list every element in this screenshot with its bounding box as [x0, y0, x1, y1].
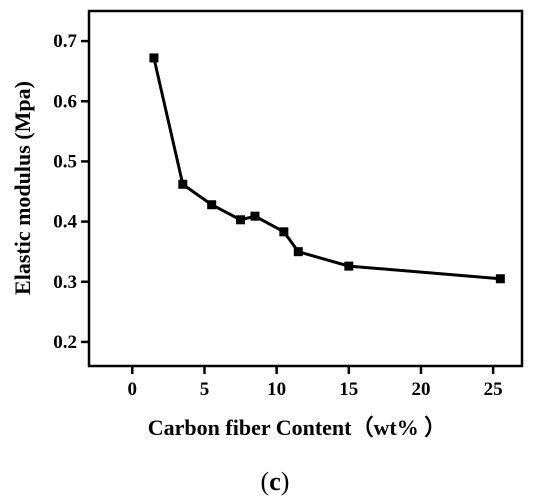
y-tick-label: 0.3 — [53, 272, 77, 293]
y-tick-label: 0.2 — [53, 332, 77, 353]
caption-close: ) — [281, 467, 290, 496]
data-point-marker — [495, 274, 505, 284]
y-tick-label: 0.7 — [53, 31, 77, 52]
x-tick-label: 15 — [339, 379, 358, 400]
series-markers — [149, 53, 505, 284]
caption-open: ( — [261, 467, 270, 496]
x-tick-label: 20 — [411, 379, 430, 400]
x-axis-ticks: 0 5 10 15 20 25 — [128, 366, 503, 400]
data-point-marker — [279, 227, 289, 237]
y-tick-label: 0.4 — [53, 212, 77, 233]
x-tick-label: 10 — [267, 379, 286, 400]
data-point-marker — [178, 179, 188, 189]
x-tick-label: 0 — [128, 379, 138, 400]
caption-letter: c — [269, 467, 281, 496]
data-point-marker — [250, 211, 260, 221]
figure-caption: (c) — [261, 467, 290, 496]
series-line — [152, 57, 501, 281]
x-axis-title: Carbon fiber Content（wt% ） — [148, 415, 446, 440]
data-point-marker — [207, 200, 217, 210]
x-tick-label: 25 — [484, 379, 503, 400]
y-tick-label: 0.6 — [53, 91, 77, 112]
plot-frame — [87, 9, 524, 368]
y-axis-title: Elastic modulus (Mpa) — [10, 81, 35, 295]
data-point-marker — [293, 247, 303, 257]
y-axis-ticks: 0.2 0.3 0.4 0.5 0.6 0.7 — [53, 31, 89, 353]
data-point-marker — [149, 53, 159, 63]
y-tick-label: 0.5 — [53, 151, 77, 172]
x-tick-label: 5 — [200, 379, 210, 400]
data-point-marker — [344, 261, 354, 271]
data-point-marker — [236, 215, 246, 225]
